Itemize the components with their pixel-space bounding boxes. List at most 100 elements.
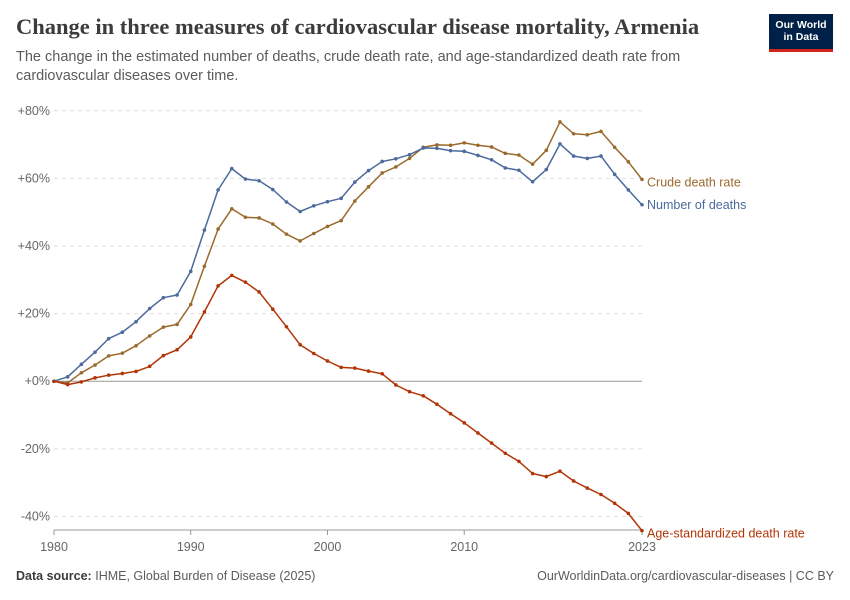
data-point <box>147 334 152 338</box>
data-point <box>503 451 508 456</box>
x-tick-label: 2023 <box>628 540 656 554</box>
data-point <box>380 159 384 164</box>
data-point <box>216 284 220 288</box>
series-line <box>53 274 643 532</box>
data-point <box>558 142 562 146</box>
data-point <box>585 486 590 490</box>
data-point <box>394 156 398 161</box>
y-tick-label: +0% <box>25 374 50 388</box>
data-point <box>421 146 426 150</box>
source-url-link[interactable]: OurWorldinData.org/cardiovascular-diseas… <box>537 569 834 583</box>
data-point <box>640 528 644 533</box>
data-point <box>394 383 398 387</box>
data-point <box>284 325 289 329</box>
series-label: Age-standardized death rate <box>647 527 805 541</box>
data-point <box>161 325 166 329</box>
data-point <box>517 153 521 157</box>
data-point <box>65 375 70 379</box>
data-point <box>380 171 384 175</box>
data-point <box>298 342 302 347</box>
data-point <box>612 501 617 506</box>
data-point <box>284 200 289 204</box>
data-point <box>161 353 166 358</box>
data-point <box>120 371 125 376</box>
data-point <box>599 129 603 134</box>
data-point <box>353 366 357 370</box>
data-point <box>462 149 467 154</box>
data-point <box>216 188 220 192</box>
data-point <box>571 131 576 136</box>
data-point <box>462 421 467 425</box>
data-point <box>435 402 439 407</box>
data-point <box>585 156 590 161</box>
data-point <box>270 307 275 312</box>
series-lines <box>52 120 644 533</box>
data-point <box>284 232 289 236</box>
data-point <box>599 492 603 497</box>
data-point <box>366 185 371 189</box>
chart-subtitle: The change in the estimated number of de… <box>16 49 681 84</box>
data-point <box>435 146 439 151</box>
data-point <box>188 269 193 274</box>
data-point <box>270 222 275 226</box>
series-line <box>53 121 643 384</box>
line-chart: +80% +60% +40% +20% +0% -20% -40% 1980 1990 2000 2… <box>18 104 805 554</box>
chart-title: Change in three measures of cardiovascul… <box>16 14 700 39</box>
data-point <box>640 202 644 207</box>
data-point <box>134 343 138 348</box>
data-point <box>120 351 125 355</box>
data-point <box>202 264 207 269</box>
data-point <box>339 365 343 370</box>
data-point <box>298 239 302 243</box>
axes: +80% +60% +40% +20% +0% -20% -40% 1980 1990 2000 2… <box>18 104 656 554</box>
y-tick-label: +60% <box>18 171 50 185</box>
series-label: Crude death rate <box>647 175 741 189</box>
series-number-of-deaths <box>52 142 644 384</box>
data-point <box>175 293 179 297</box>
data-point <box>640 177 644 182</box>
owid-logo[interactable]: Our World in Data <box>769 14 833 52</box>
y-tick-label: +20% <box>18 307 50 321</box>
data-point <box>530 179 535 184</box>
data-point <box>106 336 111 341</box>
data-point <box>202 228 207 232</box>
data-point <box>120 330 125 335</box>
data-source: Data source: IHME, Global Burden of Dise… <box>16 569 315 583</box>
data-point <box>489 157 494 162</box>
series-age-standardized-death-rate <box>52 273 644 533</box>
data-point <box>93 376 97 380</box>
data-point <box>325 199 330 204</box>
data-point <box>79 370 84 375</box>
data-source-label: Data source: <box>16 569 92 583</box>
data-point <box>134 369 138 374</box>
data-point <box>626 188 631 192</box>
data-point <box>626 511 631 516</box>
data-point <box>229 207 234 211</box>
data-point <box>106 354 111 358</box>
data-point <box>243 177 248 181</box>
data-point <box>503 166 508 170</box>
data-point <box>380 372 384 376</box>
grid-lines <box>54 110 642 517</box>
series-line <box>53 143 643 382</box>
logo-line-2: in Data <box>783 31 819 43</box>
data-point <box>188 335 193 339</box>
data-point <box>161 295 166 300</box>
data-point <box>503 151 508 156</box>
data-point <box>476 153 480 158</box>
data-point <box>175 347 179 352</box>
data-point <box>626 160 631 164</box>
data-point <box>216 227 220 231</box>
data-point <box>612 172 617 177</box>
data-point <box>558 120 562 124</box>
y-tick-label: -20% <box>21 442 50 456</box>
x-tick-label: 2010 <box>450 540 478 554</box>
y-tick-label: +80% <box>18 104 50 118</box>
data-point <box>462 141 467 145</box>
data-point <box>571 154 576 158</box>
data-point <box>325 359 330 363</box>
data-point <box>147 306 152 311</box>
series-label: Number of deaths <box>647 198 746 212</box>
data-point <box>558 469 562 473</box>
data-point <box>435 143 439 147</box>
